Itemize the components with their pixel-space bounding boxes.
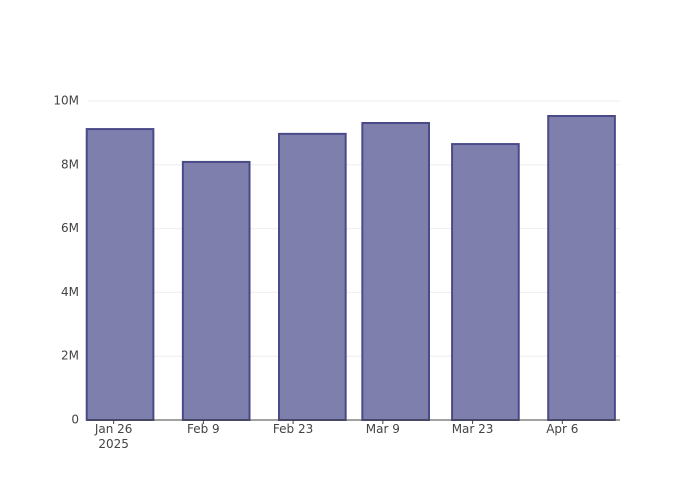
y-tick-label: 10M [53,94,79,108]
x-tick-label: Feb 9 [187,422,220,436]
x-tick-label: Apr 6 [546,422,579,436]
y-tick-label: 6M [61,221,79,235]
bar [361,122,430,422]
x-tick-label: Mar 9 [365,422,400,436]
x-tick-label: Jan 26 2025 [94,422,133,451]
bar [278,132,347,421]
bar [181,160,251,422]
y-tick-label: 2M [61,349,79,363]
bar [547,114,616,421]
x-tick-label: Feb 23 [272,422,314,436]
y-tick-label: 4M [61,285,79,299]
bar [451,143,520,421]
x-tick-label: Mar 23 [451,422,494,436]
y-tick-label: 0 [71,413,79,427]
y-tick-label: 8M [61,157,79,171]
bar [85,128,155,422]
